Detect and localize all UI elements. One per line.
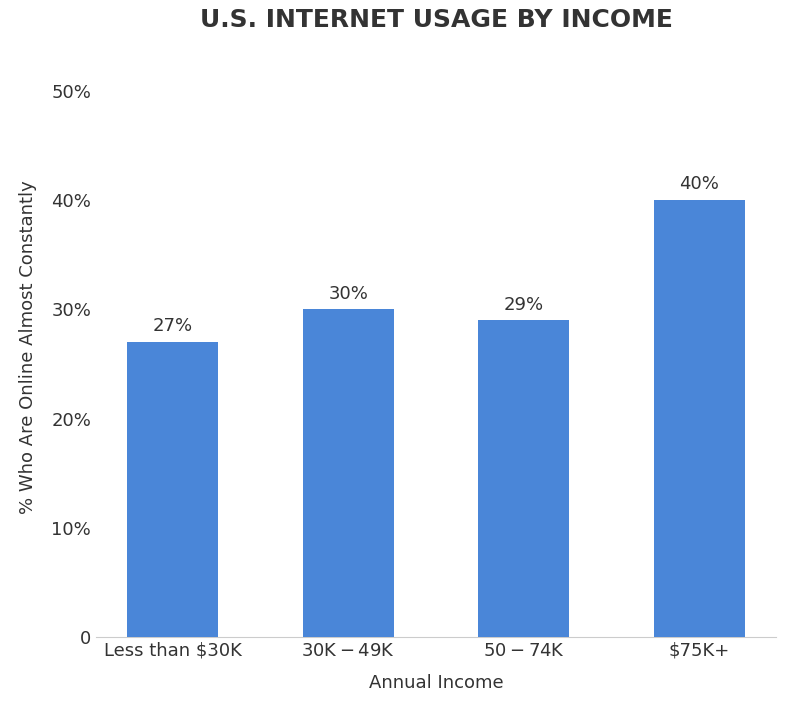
Text: 29%: 29% [504, 295, 544, 313]
Bar [302, 309, 394, 637]
Text: 30%: 30% [328, 285, 368, 303]
Bar [654, 200, 745, 637]
Text: 27%: 27% [153, 318, 193, 335]
Bar [478, 320, 570, 637]
Title: U.S. INTERNET USAGE BY INCOME: U.S. INTERNET USAGE BY INCOME [199, 9, 673, 33]
X-axis label: Annual Income: Annual Income [369, 674, 503, 692]
Y-axis label: % Who Are Online Almost Constantly: % Who Are Online Almost Constantly [19, 181, 38, 514]
Bar [127, 342, 218, 637]
Text: 40%: 40% [679, 175, 719, 193]
